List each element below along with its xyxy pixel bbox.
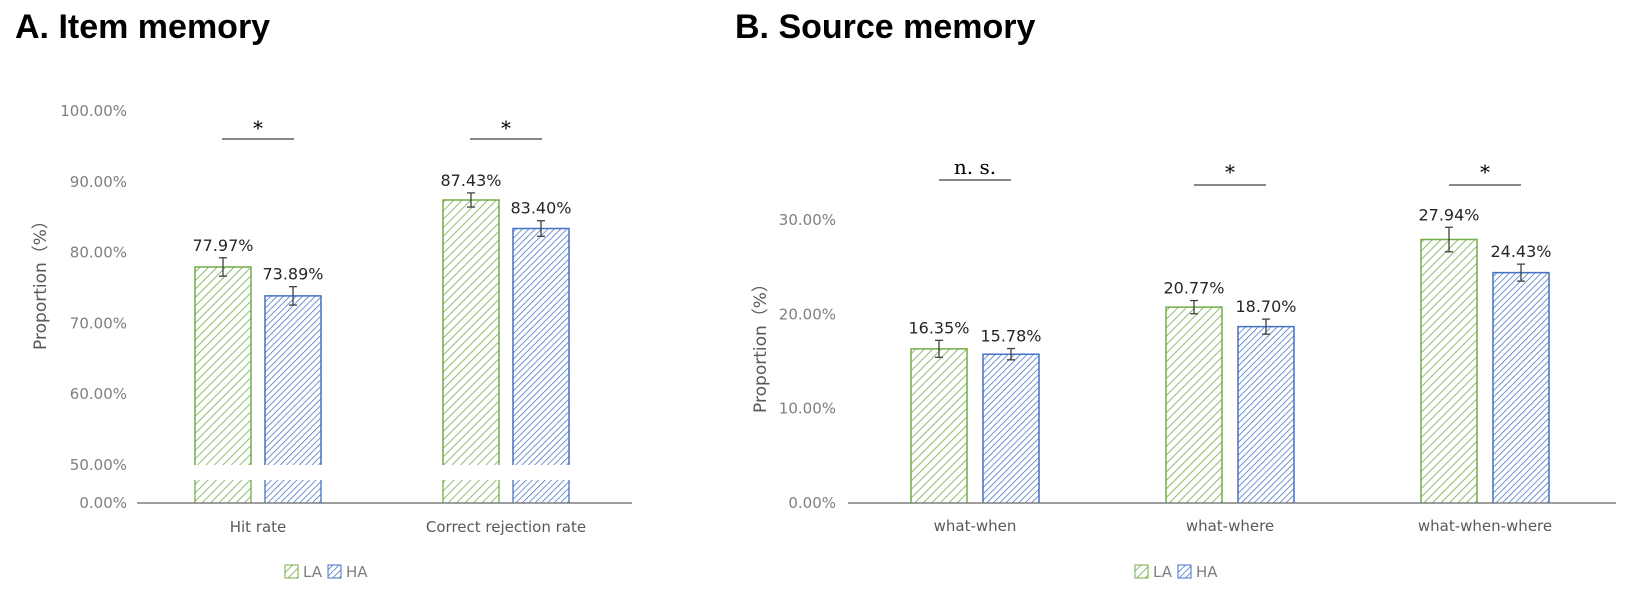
- bar-ha: [983, 354, 1039, 503]
- panel-b-y-axis-label: Proportion（%）: [751, 275, 771, 413]
- data-label: 15.78%: [980, 327, 1041, 346]
- bar-la: [443, 199, 499, 465]
- data-label: 77.97%: [192, 236, 253, 255]
- data-label: 20.77%: [1163, 279, 1224, 298]
- category-label: Correct rejection rate: [426, 518, 586, 536]
- category-label: what-where: [1186, 517, 1274, 535]
- y-tick-label: 90.00%: [70, 173, 127, 191]
- panel-a-categories: Hit rate Correct rejection rate: [230, 518, 586, 536]
- significance-marker: n. s.: [954, 155, 996, 179]
- y-tick-label: 80.00%: [70, 244, 127, 262]
- legend-swatch-la: [1134, 564, 1149, 579]
- panel-a-legend: LA HA: [284, 563, 368, 581]
- bar-la: [1421, 239, 1477, 503]
- bar-stub-ha: [513, 480, 569, 503]
- data-label: 27.94%: [1418, 205, 1479, 224]
- legend-swatch-ha: [327, 564, 342, 579]
- legend-label: LA: [1153, 563, 1173, 581]
- data-label: 73.89%: [262, 265, 323, 284]
- bar-la: [1166, 307, 1222, 503]
- panel-a-y-ticks: 0.00% 50.00% 60.00% 70.00% 80.00% 90.00% 100.0…: [60, 102, 127, 512]
- y-tick-label: 10.00%: [779, 400, 836, 418]
- significance-marker: *: [1225, 160, 1235, 184]
- y-tick-label: 0.00%: [79, 494, 127, 512]
- data-label: 87.43%: [440, 171, 501, 190]
- panel-a-title: A. Item memory: [15, 8, 270, 46]
- panel-b-title: B. Source memory: [735, 8, 1036, 46]
- bar-la: [195, 266, 251, 465]
- y-tick-label: 100.00%: [60, 102, 127, 120]
- bar-stub-la: [195, 480, 251, 503]
- panel-b-significance: n. s. * *: [939, 155, 1521, 186]
- legend-swatch-la: [284, 564, 299, 579]
- category-label: what-when: [934, 517, 1017, 535]
- data-label: 83.40%: [510, 199, 571, 218]
- panel-b-bars: 16.35% 15.78% 20.77% 18.70% 27.94% 24.43%: [908, 205, 1552, 503]
- significance-marker: *: [253, 116, 263, 140]
- panel-a-significance: * *: [222, 116, 542, 140]
- panel-b-categories: what-when what-where what-when-where: [934, 517, 1553, 535]
- y-tick-label: 0.00%: [788, 494, 836, 512]
- y-tick-label: 70.00%: [70, 314, 127, 332]
- panel-item-memory: A. Item memory Proportion（%） 0.00% 50.00%…: [15, 8, 632, 581]
- bar-ha: [1493, 272, 1549, 503]
- bar-ha: [265, 295, 321, 465]
- panel-a-bars: 77.97% 73.89% 87.43% 83.40%: [192, 171, 572, 503]
- legend-label: HA: [1196, 563, 1218, 581]
- significance-marker: *: [1480, 160, 1490, 184]
- data-label: 16.35%: [908, 318, 969, 337]
- bar-ha: [513, 228, 569, 465]
- category-label: what-when-where: [1418, 517, 1552, 535]
- y-tick-label: 20.00%: [779, 305, 836, 323]
- panel-b-legend: LA HA: [1134, 563, 1218, 581]
- panel-a-y-axis-label: Proportion（%）: [31, 212, 51, 350]
- panel-b-y-ticks: 0.00% 10.00% 20.00% 30.00%: [779, 211, 836, 512]
- legend-label: HA: [346, 563, 368, 581]
- legend-label: LA: [303, 563, 323, 581]
- y-tick-label: 30.00%: [779, 211, 836, 229]
- y-tick-label: 50.00%: [70, 456, 127, 474]
- data-label: 24.43%: [1490, 242, 1551, 261]
- legend-swatch-ha: [1177, 564, 1192, 579]
- bar-stub-la: [443, 480, 499, 503]
- panel-source-memory: B. Source memory Proportion（%） 0.00% 10.0…: [735, 8, 1616, 581]
- y-tick-label: 60.00%: [70, 385, 127, 403]
- significance-marker: *: [501, 116, 511, 140]
- bar-la: [911, 348, 967, 503]
- bar-ha: [1238, 326, 1294, 503]
- bar-stub-ha: [265, 480, 321, 503]
- data-label: 18.70%: [1235, 297, 1296, 316]
- category-label: Hit rate: [230, 518, 287, 536]
